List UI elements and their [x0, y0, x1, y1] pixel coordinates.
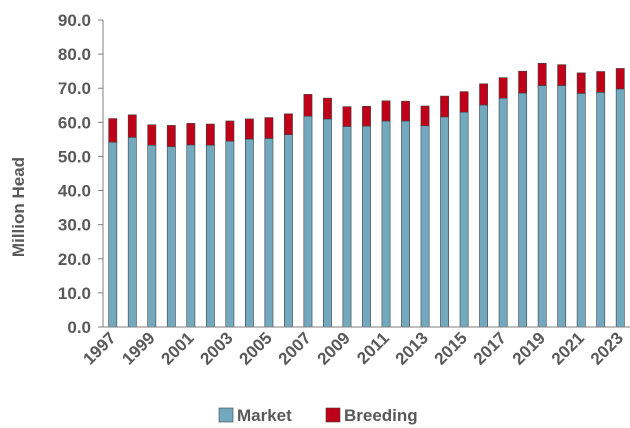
bar-market-2003	[226, 141, 234, 327]
bar-market-2015	[460, 112, 468, 327]
bar-breeding-1998	[128, 115, 136, 138]
x-tick-label: 2023	[587, 328, 627, 368]
bar-market-2004	[245, 139, 253, 327]
y-tick-label: 70.0	[58, 79, 91, 98]
bar-breeding-1997	[109, 119, 117, 143]
bar-breeding-2020	[558, 65, 566, 86]
x-tick-label: 2003	[197, 328, 237, 368]
bar-breeding-2021	[577, 73, 585, 93]
bar-breeding-2007	[304, 94, 312, 116]
bar-market-2009	[343, 126, 351, 327]
bar-breeding-2005	[265, 118, 273, 139]
bar-market-2007	[304, 116, 312, 327]
legend-label-market: Market	[237, 406, 292, 425]
y-axis-title: Million Head	[9, 157, 28, 257]
y-tick-label: 90.0	[58, 11, 91, 30]
x-tick-label: 1999	[118, 328, 158, 368]
y-tick-label: 30.0	[58, 216, 91, 235]
bar-breeding-2008	[323, 98, 331, 119]
bar-market-1997	[109, 142, 117, 327]
bar-breeding-2000	[167, 125, 175, 146]
bar-market-2013	[421, 126, 429, 327]
bar-market-2018	[519, 93, 527, 327]
bar-market-2016	[480, 105, 488, 327]
bar-breeding-2015	[460, 92, 468, 112]
bar-market-2014	[440, 117, 448, 327]
bar-market-1999	[148, 145, 156, 327]
x-tick-label: 2005	[236, 328, 276, 368]
x-tick-label: 2017	[470, 328, 510, 368]
bar-breeding-2018	[519, 71, 527, 93]
x-tick-label: 2021	[548, 328, 588, 368]
bar-breeding-1999	[148, 125, 156, 145]
y-tick-label: 80.0	[58, 45, 91, 64]
bar-breeding-2013	[421, 106, 429, 126]
y-tick-label: 40.0	[58, 182, 91, 201]
bar-market-1998	[128, 137, 136, 327]
x-tick-label: 2015	[431, 328, 471, 368]
bar-breeding-2023	[616, 68, 624, 88]
bar-breeding-2011	[382, 101, 390, 121]
y-axis-ticks: 0.0 10.0 20.0 30.0 40.0 50.0 60.0 70.0 80.0 90.0	[58, 11, 103, 337]
y-tick-label: 50.0	[58, 147, 91, 166]
bar-breeding-2022	[597, 72, 605, 93]
bar-market-2022	[597, 92, 605, 327]
bar-market-2010	[362, 126, 370, 327]
bars	[109, 63, 625, 327]
bar-breeding-2016	[480, 84, 488, 105]
bar-breeding-2004	[245, 119, 253, 139]
y-tick-label: 10.0	[58, 284, 91, 303]
legend: Market Breeding	[219, 406, 418, 425]
x-tick-label: 2013	[392, 328, 432, 368]
bar-breeding-2009	[343, 107, 351, 127]
bar-market-2000	[167, 147, 175, 327]
bar-breeding-2001	[187, 123, 195, 144]
bar-market-2020	[558, 85, 566, 327]
bar-breeding-2014	[440, 96, 448, 117]
bar-market-2017	[499, 98, 507, 327]
x-tick-label: 2009	[314, 328, 354, 368]
bar-breeding-2017	[499, 78, 507, 98]
bar-market-2011	[382, 121, 390, 327]
bar-market-2008	[323, 119, 331, 327]
bar-market-2023	[616, 89, 624, 327]
bar-breeding-2006	[284, 114, 292, 135]
bar-breeding-2012	[401, 101, 409, 121]
legend-swatch-breeding	[326, 408, 340, 422]
bar-market-2012	[401, 121, 409, 327]
x-tick-label: 2019	[509, 328, 549, 368]
legend-label-breeding: Breeding	[344, 406, 418, 425]
bar-breeding-2002	[206, 124, 214, 145]
bar-market-2002	[206, 145, 214, 327]
bar-breeding-2010	[362, 106, 370, 126]
y-tick-label: 20.0	[58, 250, 91, 269]
x-tick-label: 2007	[275, 328, 315, 368]
bar-market-2021	[577, 93, 585, 327]
bar-breeding-2003	[226, 121, 234, 141]
bar-market-2006	[284, 135, 292, 327]
x-tick-label: 2011	[353, 328, 393, 368]
bar-market-2019	[538, 85, 546, 327]
bar-breeding-2019	[538, 63, 546, 85]
legend-swatch-market	[219, 408, 233, 422]
x-tick-label: 2001	[157, 328, 197, 368]
bar-market-2001	[187, 145, 195, 327]
y-tick-label: 0.0	[67, 318, 91, 337]
bar-market-2005	[265, 138, 273, 327]
y-tick-label: 60.0	[58, 113, 91, 132]
